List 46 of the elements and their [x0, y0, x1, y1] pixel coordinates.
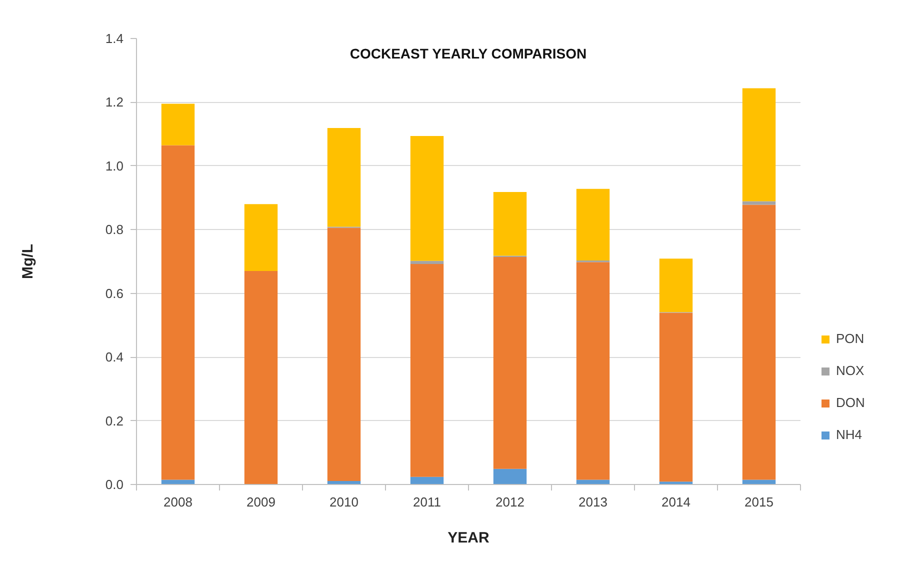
- x-tick-label: 2012: [496, 494, 524, 510]
- y-tick-label: 0.4: [105, 350, 124, 365]
- legend-label: NOX: [836, 363, 864, 378]
- x-axis-title: YEAR: [448, 530, 490, 546]
- bar: [742, 201, 776, 205]
- bar: [161, 145, 195, 480]
- bar: [576, 480, 610, 484]
- bar: [327, 128, 361, 227]
- y-tick-label: 0.6: [105, 286, 124, 301]
- bar: [410, 136, 444, 261]
- bar: [576, 262, 610, 480]
- bar: [410, 264, 444, 477]
- bar: [410, 476, 444, 484]
- bar: [244, 271, 278, 484]
- y-axis-title: Mg/L: [19, 244, 36, 279]
- bar: [410, 260, 444, 264]
- bar: [576, 188, 610, 261]
- y-tick-label: 1.0: [105, 158, 124, 174]
- x-tick-label: 2008: [164, 494, 192, 510]
- bar: [244, 204, 278, 272]
- y-tick-label: 0.2: [105, 413, 124, 428]
- bar: [327, 228, 361, 481]
- bar: [493, 257, 527, 469]
- x-tick-label: 2015: [744, 494, 774, 510]
- bar: [659, 258, 693, 312]
- x-tick-label: 2011: [413, 494, 441, 510]
- x-tick-label: 2009: [246, 494, 276, 510]
- y-tick-label: 0.8: [105, 222, 124, 238]
- x-tick-label: 2013: [578, 494, 608, 510]
- bar: [493, 192, 527, 256]
- bar: [742, 88, 776, 202]
- legend-label: NH4: [836, 427, 862, 442]
- legend-label: DON: [836, 395, 865, 410]
- y-tick-label: 1.2: [105, 94, 124, 110]
- text: COCKEAST YEARLY COMPARISON: [350, 46, 587, 62]
- bar: [659, 312, 693, 482]
- y-tick-label: 1.4: [105, 31, 124, 46]
- bar: [742, 480, 776, 484]
- legend-label: PON: [836, 331, 864, 346]
- bar: [161, 480, 195, 484]
- x-tick-label: 2010: [330, 494, 358, 510]
- bar: [161, 104, 195, 146]
- bar: [493, 468, 527, 484]
- y-tick-label: 0.0: [105, 477, 124, 492]
- x-tick-label: 2014: [662, 494, 690, 510]
- bar: [742, 204, 776, 480]
